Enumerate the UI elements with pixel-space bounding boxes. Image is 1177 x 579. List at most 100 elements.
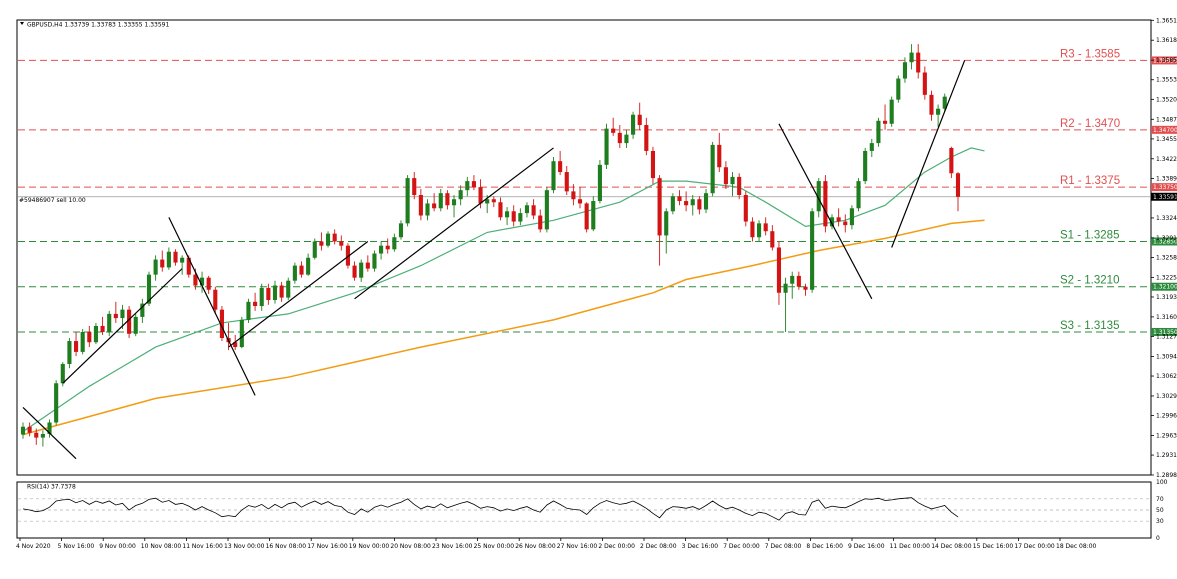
- candle: [664, 208, 669, 254]
- candle: [173, 249, 178, 266]
- candle: [259, 283, 264, 311]
- y-tick-label: 1.30290: [1156, 393, 1177, 400]
- candle-body: [849, 208, 854, 226]
- candle: [743, 191, 748, 227]
- candle-body: [47, 422, 52, 434]
- main-pane-frame: [16, 19, 1152, 476]
- candle-body: [339, 241, 344, 246]
- candle: [902, 57, 908, 83]
- candle: [73, 331, 79, 357]
- chart-title: GBPUSD,H4 1.33739 1.33783 1.33355 1.3359…: [27, 22, 169, 29]
- price-axis: 1.36515 1.36185 1.35855 1.35530 1.35205 1.348…: [1151, 17, 1177, 479]
- candle: [829, 214, 835, 230]
- candle: [929, 90, 934, 121]
- candle-body: [153, 259, 158, 275]
- candle-body: [54, 383, 59, 423]
- candle: [644, 117, 649, 156]
- candle-body: [418, 195, 423, 216]
- candle-body: [87, 331, 92, 343]
- candle: [279, 281, 284, 302]
- candle: [246, 298, 251, 323]
- candle-body: [677, 196, 682, 202]
- candle-body: [644, 125, 649, 151]
- candle-body: [412, 178, 417, 195]
- candle: [843, 214, 848, 233]
- candle: [438, 188, 443, 212]
- candle: [432, 193, 437, 212]
- candle: [597, 160, 602, 204]
- candle: [690, 195, 695, 216]
- candle-body: [717, 144, 722, 168]
- candle: [67, 338, 72, 369]
- rsi-line: [22, 497, 959, 521]
- support-level-label: S2 - 1.3210: [1060, 275, 1119, 287]
- candle: [392, 233, 397, 252]
- candle-body: [438, 193, 443, 209]
- candle-body: [458, 190, 463, 200]
- candle-body: [829, 217, 835, 227]
- candle: [737, 173, 742, 200]
- y-tick-label: 1.29965: [1156, 413, 1177, 420]
- candle-body: [571, 191, 576, 200]
- candle-body: [405, 178, 410, 224]
- candle-body: [757, 223, 762, 238]
- candle: [723, 161, 728, 189]
- x-tick-label: 2 Dec 08:00: [640, 543, 677, 550]
- candlesticks: [20, 44, 961, 447]
- candle-body: [312, 241, 317, 258]
- candle: [93, 322, 98, 345]
- dropdown-triangle-icon[interactable]: [20, 22, 24, 25]
- candle-body: [120, 309, 125, 319]
- candle: [889, 96, 894, 127]
- y-tick-label: 1.36185: [1156, 37, 1177, 44]
- y-tick-label: 1.36515: [1156, 17, 1177, 24]
- candle-body: [743, 195, 748, 222]
- candle-body: [133, 316, 138, 334]
- candle-body: [372, 253, 377, 269]
- candle: [107, 310, 112, 337]
- candle: [710, 141, 715, 197]
- candle-body: [730, 176, 735, 185]
- rsi-tick-label: 30: [1156, 518, 1164, 525]
- candle: [266, 283, 271, 305]
- x-tick-label: 4 Nov 2020: [16, 543, 51, 550]
- resistance-level-label: R2 - 1.3470: [1060, 118, 1120, 130]
- candle-body: [498, 202, 503, 218]
- candle-body: [836, 217, 841, 222]
- candle-body: [219, 309, 224, 339]
- candle-body: [193, 274, 198, 286]
- x-tick-label: 9 Nov 00:00: [99, 543, 136, 550]
- support-level-label: S1 - 1.3285: [1060, 229, 1119, 241]
- x-tick-label: 15 Dec 16:00: [973, 543, 1014, 550]
- rsi-tick-label: 100: [1156, 479, 1168, 486]
- candle: [538, 209, 543, 233]
- candle-body: [67, 341, 72, 364]
- candle-body: [485, 199, 490, 204]
- candle: [292, 262, 297, 284]
- x-tick-label: 8 Dec 16:00: [806, 543, 843, 550]
- candle-body: [584, 203, 589, 230]
- candle-body: [942, 96, 947, 109]
- candle-body: [611, 128, 616, 133]
- resistance-level-label: R1 - 1.3375: [1060, 175, 1120, 187]
- candle: [379, 241, 384, 260]
- candle-body: [776, 247, 782, 293]
- candle-body: [253, 301, 258, 307]
- candle-body: [233, 342, 238, 348]
- candle-body: [345, 245, 350, 266]
- candle-body: [465, 181, 470, 191]
- candle-body: [650, 150, 656, 179]
- trendline: [168, 217, 256, 396]
- candle: [869, 138, 874, 157]
- candle-body: [199, 277, 205, 286]
- candle: [385, 238, 390, 254]
- candle: [160, 250, 165, 272]
- candle: [40, 430, 45, 447]
- trendline: [62, 268, 183, 384]
- candle: [325, 231, 331, 248]
- candle-body: [166, 251, 171, 268]
- candle: [20, 422, 26, 439]
- candle-body: [445, 193, 450, 206]
